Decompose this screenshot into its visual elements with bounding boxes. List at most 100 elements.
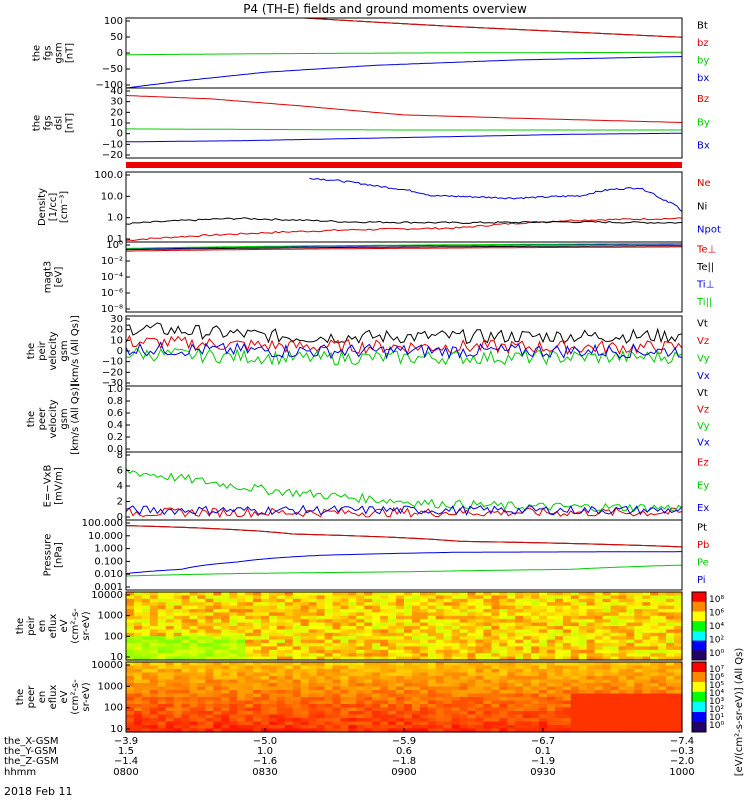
y-axis-label: [mV/m]: [54, 467, 65, 505]
y-tick-label: 6: [117, 466, 123, 477]
legend-entry: Vz: [697, 336, 709, 347]
legend-entry: Ez: [697, 458, 709, 469]
panel-efield: Ez Ey Ex 8 6 4 2 0 E=−VxB [mV/m]: [43, 450, 710, 523]
colorbar-tick-label: 10⁴: [709, 622, 724, 632]
colorbar-tick-label: 10⁰: [709, 721, 724, 731]
y-tick-label: 30: [110, 314, 123, 325]
spectrogram-cells: [126, 592, 683, 661]
x-tick-label: 0800: [113, 767, 138, 778]
legend-entry: Vt: [697, 388, 708, 399]
legend-entry: Ti||: [696, 297, 712, 308]
legend-entry: Bt: [697, 21, 708, 32]
x-tick-label: 0830: [252, 767, 277, 778]
y-axis-label: Pressure: [43, 534, 54, 577]
y-tick-label: 10.000: [88, 531, 123, 542]
x-tick-label: −5.0: [253, 736, 277, 747]
legend-entry: Bx: [697, 141, 710, 152]
x-tick-label: −6.7: [531, 736, 555, 747]
y-tick-label: 100: [104, 703, 123, 714]
colorbar-tick-label: 10¹: [709, 713, 724, 723]
y-tick-label: 10: [110, 724, 123, 735]
x-tick-label: −3.9: [114, 736, 138, 747]
y-axis-label: eflux: [48, 685, 59, 710]
y-tick-label: 10⁻⁶: [101, 288, 123, 299]
series-line-pb: [125, 525, 683, 548]
colorbar-tick-label: 10⁵: [709, 681, 724, 691]
y-axis-label: eflux: [48, 614, 59, 639]
y-tick-label: 0: [117, 346, 123, 357]
legend-entry: Pi: [697, 575, 706, 586]
series-line-npot: [309, 177, 683, 212]
y-tick-label: 1.0: [107, 384, 123, 395]
y-axis-label: E=−VxB: [43, 465, 54, 508]
x-tick-label: 0.6: [396, 746, 412, 757]
series-line-ti: [126, 243, 682, 249]
colorbar-tick-label: 10⁸: [709, 595, 724, 605]
x-tick-label: −5.9: [392, 736, 416, 747]
y-tick-label: 10: [110, 118, 123, 129]
status-bar: [126, 162, 682, 168]
colorbar-tick-label: 10⁷: [709, 665, 724, 675]
y-tick-label: 10⁻⁸: [101, 304, 123, 315]
y-axis-label: en: [37, 620, 48, 633]
series-line-bz: [303, 17, 683, 38]
y-tick-label: 100: [104, 16, 123, 27]
y-tick-label: 0.8: [107, 396, 123, 407]
panel-frame: [125, 385, 683, 453]
y-axis-label: the: [26, 343, 37, 359]
y-tick-label: 10⁻²: [101, 256, 123, 267]
x-tick-label: −1.6: [253, 756, 277, 767]
panel-density: Ne Ni Npot 100.0 10.0 1.0 0.1 Density [1/cc] [cm⁻…: [37, 170, 721, 245]
y-tick-label: 4: [117, 481, 123, 492]
series-line-ez: [125, 506, 683, 519]
x-tick-label: 0930: [530, 767, 555, 778]
y-tick-label: 0.4: [107, 420, 123, 431]
x-row-label: the_Z-GSM: [4, 756, 59, 767]
y-axis-label: peir: [37, 340, 48, 360]
panel-peer-velocity: Vt Vz Vy Vx 1.00.80.60.40.20.0 the peer velocit…: [26, 383, 710, 455]
y-tick-label: −10: [102, 139, 123, 150]
x-tick-label: 1.5: [118, 746, 134, 757]
y-axis-label: the: [15, 618, 26, 634]
legend-entry: bx: [697, 73, 709, 84]
colorbar-units: [eV/(cm²-s-sr-eV)] (All Qs): [734, 648, 745, 777]
y-axis-label: (cm²-s-: [70, 679, 81, 715]
x-row-label: the_Y-GSM: [4, 746, 57, 757]
colorbar-tick-label: 10⁶: [709, 673, 724, 683]
y-tick-label: 1.0: [107, 213, 123, 224]
series-line-by: [125, 51, 682, 56]
series-line-by: [126, 128, 682, 131]
x-tick-label: −0.3: [670, 746, 694, 757]
y-tick-label: 50: [110, 32, 123, 43]
legend-entry: Te||: [696, 262, 714, 273]
y-tick-label: 0.1: [107, 234, 123, 245]
y-axis-label: velocity: [48, 331, 59, 370]
legend-entry: Ne: [697, 178, 711, 189]
x-tick-label: 0.1: [535, 746, 551, 757]
legend-entry: Ey: [697, 480, 709, 491]
panel-moments: Te⊥ Te|| Ti⊥ Ti|| 10⁰ 10⁻² 10⁻⁴ 10⁻⁶ 10⁻⁸ magt3 [e…: [43, 240, 717, 315]
legend-entry: Pe: [697, 558, 709, 569]
y-tick-label: 40: [110, 86, 123, 97]
legend-entry: Vy: [697, 421, 710, 432]
y-tick-label: 0.001: [94, 582, 123, 593]
legend-entry: Ti⊥: [696, 280, 714, 291]
y-axis-label: peer: [26, 685, 37, 709]
y-axis-label: dsl: [54, 116, 65, 130]
panel-pressure: Pt Pb Pe Pi 100.000 10.000 1.0000.100 0.010 0.00…: [43, 518, 710, 593]
y-axis-label: [cm⁻³]: [59, 191, 70, 223]
y-tick-label: −30: [102, 378, 123, 389]
y-tick-label: 0.010: [94, 569, 123, 580]
series-line-bx: [125, 56, 683, 89]
y-axis-label: Density: [37, 188, 48, 226]
y-axis-label: fgs: [43, 45, 54, 60]
y-axis-label: fgs: [43, 115, 54, 130]
x-row-label: hhmm: [4, 767, 36, 778]
y-tick-label: 0.6: [107, 408, 123, 419]
date-label: 2018 Feb 11: [4, 785, 72, 798]
y-axis-label: the: [32, 115, 43, 131]
